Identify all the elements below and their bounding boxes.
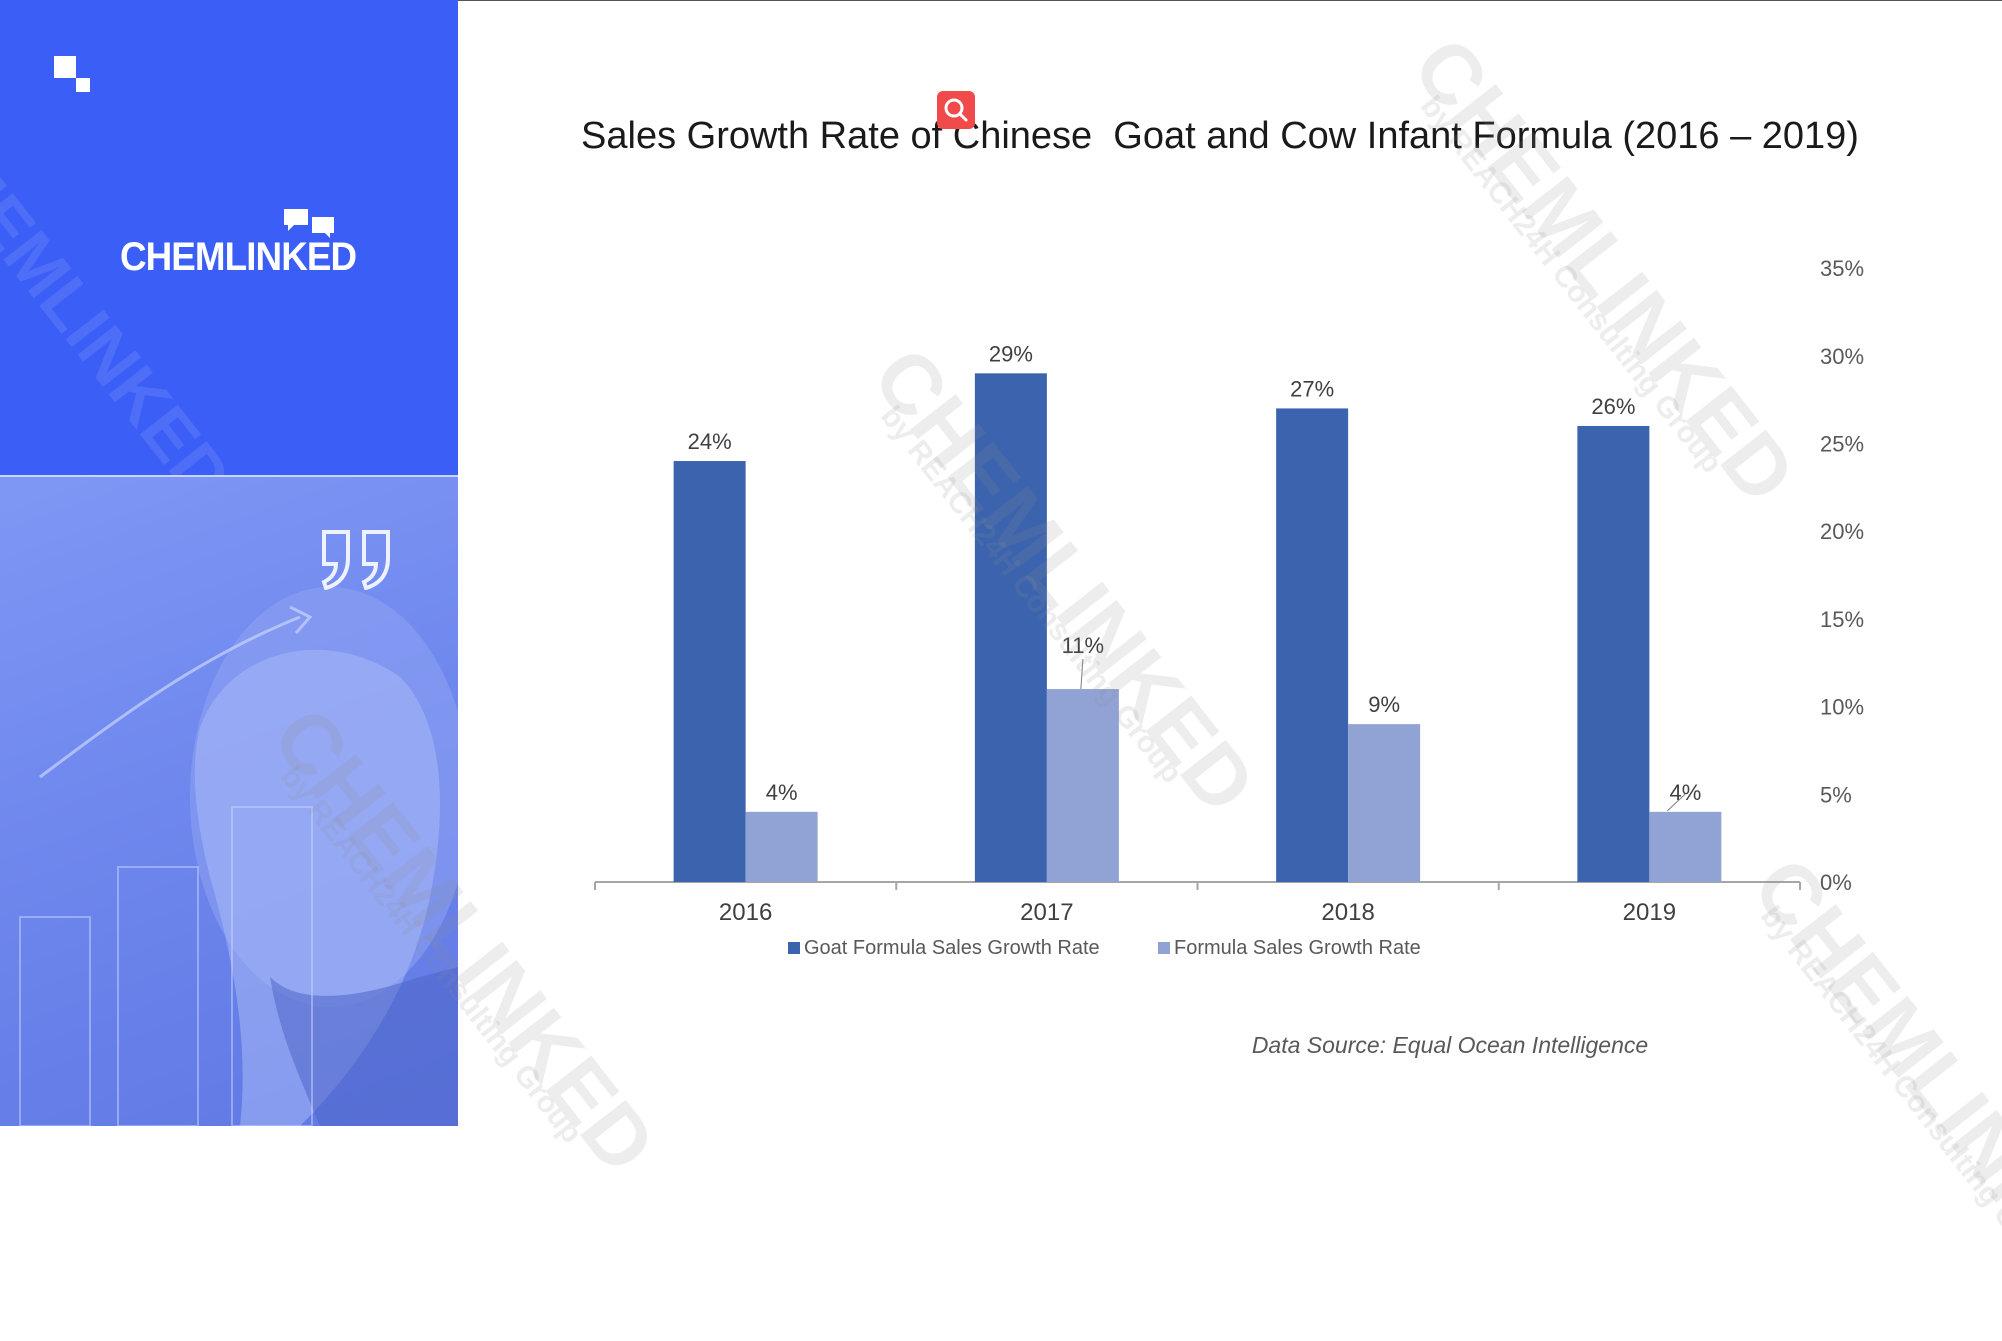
data-label: 29% bbox=[989, 341, 1033, 366]
sidebar-photo-panel bbox=[0, 477, 458, 1126]
chemlinked-logo: CHEMLINKED bbox=[120, 205, 357, 285]
data-label: 4% bbox=[766, 780, 798, 805]
data-label: 26% bbox=[1591, 394, 1635, 419]
bar-chart: 0% 5% 10% 15% 20% 25% 30% 35% 24% 4% 2016 29% 11% 201… bbox=[594, 256, 1864, 959]
leader-line bbox=[1667, 793, 1686, 812]
logo-square-icon bbox=[54, 56, 94, 96]
top-rule bbox=[458, 0, 2002, 1]
bar-goat bbox=[974, 373, 1047, 882]
panel-divider bbox=[0, 475, 458, 477]
bar-formula bbox=[1649, 811, 1722, 882]
y-tick-label: 25% bbox=[1820, 432, 1864, 457]
leader-line bbox=[1080, 659, 1084, 690]
chart-title: Sales Growth Rate of Chinese Goat and Co… bbox=[581, 115, 1859, 157]
legend-swatch bbox=[1158, 942, 1170, 954]
photo-illustration bbox=[19, 587, 458, 1126]
search-icon bbox=[944, 98, 968, 122]
y-tick-label: 35% bbox=[1820, 256, 1864, 281]
watermark-text: CHEMLINKED bbox=[0, 100, 247, 517]
bar-goat bbox=[1577, 425, 1650, 882]
x-tick-label: 2019 bbox=[1623, 899, 1676, 926]
bar-formula bbox=[745, 811, 818, 882]
bar-goat bbox=[673, 461, 746, 882]
y-tick-label: 10% bbox=[1820, 695, 1864, 720]
data-label: 24% bbox=[688, 429, 732, 454]
quote-icon bbox=[321, 530, 390, 590]
data-label: 4% bbox=[1669, 780, 1701, 805]
y-tick-label: 15% bbox=[1820, 607, 1864, 632]
chat-bubbles-icon bbox=[284, 209, 334, 238]
bar-goat bbox=[1276, 408, 1349, 882]
y-tick-label: 0% bbox=[1820, 870, 1852, 895]
legend-swatch bbox=[788, 942, 800, 954]
x-tick-label: 2016 bbox=[719, 899, 772, 926]
y-tick-label: 20% bbox=[1820, 519, 1864, 544]
bar-formula bbox=[1348, 724, 1421, 882]
y-tick-label: 30% bbox=[1820, 344, 1864, 369]
legend-label: Goat Formula Sales Growth Rate bbox=[804, 937, 1100, 959]
data-label: 11% bbox=[1062, 633, 1104, 658]
x-tick-label: 2017 bbox=[1020, 899, 1073, 926]
data-source: Data Source: Equal Ocean Intelligence bbox=[1251, 1032, 1649, 1058]
brand-name: CHEMLINKED bbox=[120, 235, 357, 279]
sidebar-brand-panel: CHEMLINKED CHEMLINKED bbox=[0, 0, 458, 516]
search-button[interactable] bbox=[937, 91, 975, 129]
y-tick-label: 5% bbox=[1820, 782, 1852, 807]
legend-label: Formula Sales Growth Rate bbox=[1174, 937, 1421, 959]
data-label: 9% bbox=[1368, 692, 1400, 717]
data-label: 27% bbox=[1290, 376, 1334, 401]
bar-formula bbox=[1046, 689, 1119, 882]
x-tick-label: 2018 bbox=[1321, 899, 1374, 926]
